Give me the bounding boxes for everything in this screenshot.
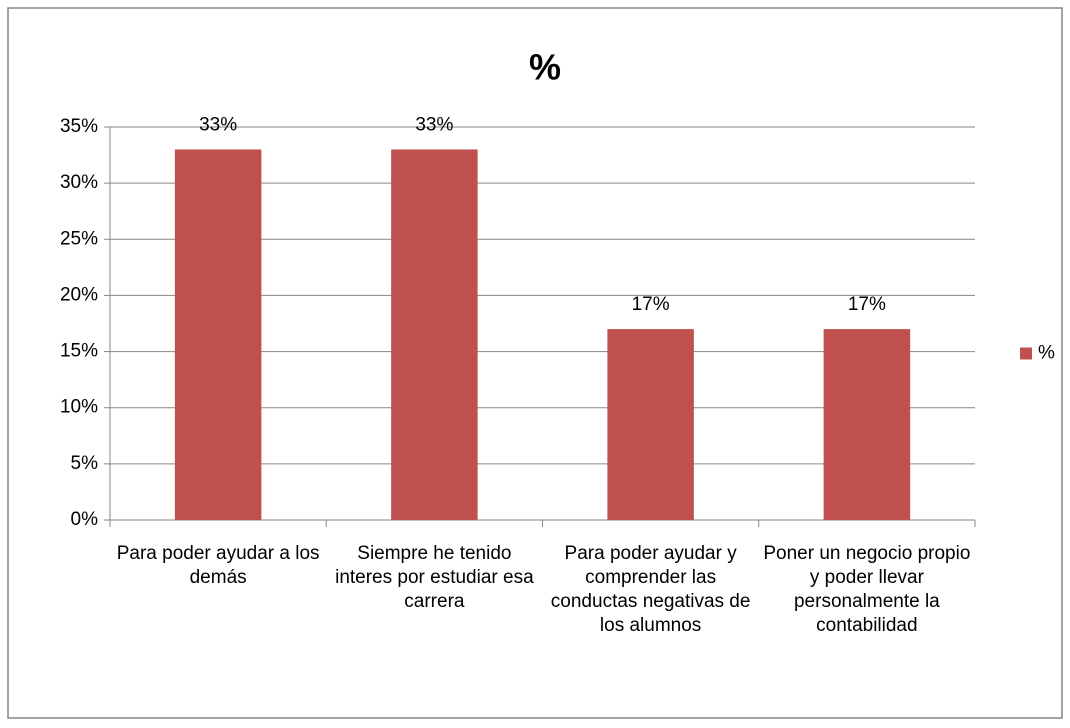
y-tick-label: 10%: [60, 397, 98, 418]
bar: [607, 329, 694, 520]
y-tick-label: 35%: [60, 116, 98, 137]
data-label: 17%: [632, 294, 670, 315]
data-label: 17%: [848, 294, 886, 315]
data-label: 33%: [415, 114, 453, 135]
x-tick-label: Siempre he tenido interes por estudiar e…: [335, 543, 534, 612]
data-label: 33%: [199, 114, 237, 135]
y-tick-label: 15%: [60, 341, 98, 362]
legend-swatch: [1020, 347, 1032, 360]
x-tick-label: Para poder ayudar a los demás: [116, 543, 320, 588]
bar: [823, 329, 911, 520]
bar: [391, 149, 478, 520]
chart-title: %: [529, 47, 561, 88]
y-tick-label: 30%: [60, 172, 98, 193]
y-tick-label: 25%: [60, 228, 98, 249]
y-tick-label: 0%: [71, 509, 99, 530]
y-tick-label: 20%: [60, 284, 98, 305]
x-tick-label: Poner un negocio propio y poder llevar p…: [763, 543, 971, 636]
bar: [174, 149, 262, 520]
y-tick-label: 5%: [71, 453, 99, 474]
legend-label: %: [1038, 343, 1055, 364]
x-tick-label: Para poder ayudar y comprender las condu…: [550, 543, 751, 636]
